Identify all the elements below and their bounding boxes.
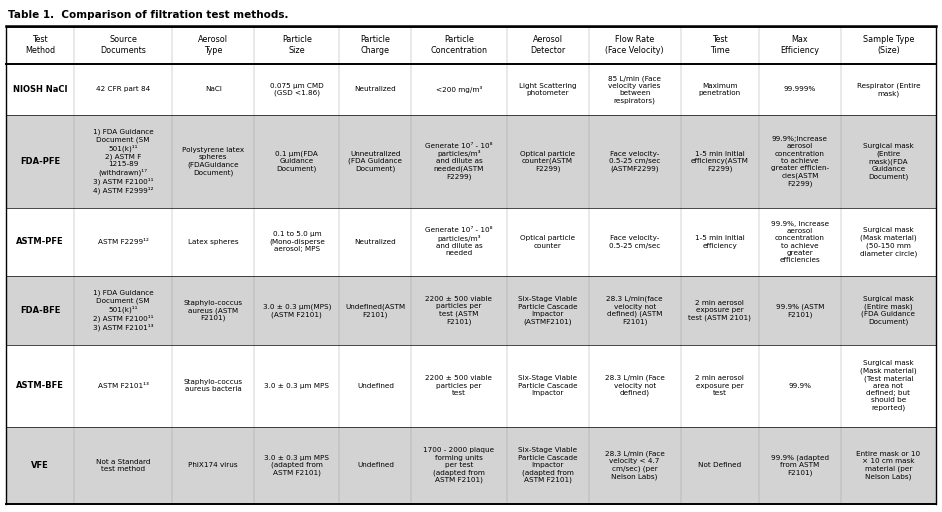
Text: Undefined: Undefined: [357, 382, 394, 389]
Text: 1) FDA Guidance
Document (SM
501(k)¹¹
2) ASTM F
1215-89
(withdrawn)¹⁷
3) ASTM F2: 1) FDA Guidance Document (SM 501(k)¹¹ 2)…: [92, 129, 154, 194]
Text: Staphylo-coccus
aureus (ASTM
F2101): Staphylo-coccus aureus (ASTM F2101): [184, 300, 243, 322]
Text: 1) FDA Guidance
Document (SM
501(k)¹¹
2) ASTM F2100¹¹
3) ASTM F2101¹³: 1) FDA Guidance Document (SM 501(k)¹¹ 2)…: [92, 290, 154, 331]
Text: <200 mg/m³: <200 mg/m³: [436, 86, 482, 93]
Text: Staphylo-coccus
aureus bacteria: Staphylo-coccus aureus bacteria: [184, 379, 243, 392]
Text: Surgical mask
(Entire
mask)(FDA
Guidance
Document): Surgical mask (Entire mask)(FDA Guidance…: [863, 143, 914, 180]
Text: FDA-BFE: FDA-BFE: [20, 306, 60, 315]
Bar: [6, 26, 936, 64]
Text: Unneutralized
(FDA Guidance
Document): Unneutralized (FDA Guidance Document): [349, 151, 402, 172]
Text: 28.3 L/min (Face
velocity not
defined): 28.3 L/min (Face velocity not defined): [605, 375, 665, 396]
Bar: [6, 276, 936, 345]
Bar: [6, 115, 936, 208]
Text: Max
Efficiency: Max Efficiency: [780, 35, 820, 55]
Text: Neutralized: Neutralized: [354, 87, 397, 93]
Text: 99.9%: 99.9%: [788, 382, 811, 389]
Text: 99.9%, Increase
aerosol
concentration
to achieve
greater
efficiencies: 99.9%, Increase aerosol concentration to…: [771, 221, 829, 263]
Text: Table 1.  Comparison of filtration test methods.: Table 1. Comparison of filtration test m…: [8, 10, 288, 20]
Bar: [6, 64, 936, 115]
Text: Latex spheres: Latex spheres: [187, 239, 238, 245]
Text: Six-Stage Viable
Particle Cascade
Impactor: Six-Stage Viable Particle Cascade Impact…: [518, 375, 577, 396]
Text: 3.0 ± 0.3 μm MPS
(adapted from
ASTM F2101): 3.0 ± 0.3 μm MPS (adapted from ASTM F210…: [265, 455, 330, 476]
Bar: [6, 426, 936, 504]
Text: PhiX174 virus: PhiX174 virus: [188, 462, 238, 468]
Text: ASTM-BFE: ASTM-BFE: [16, 381, 64, 390]
Text: 3.0 ± 0.3 μm MPS: 3.0 ± 0.3 μm MPS: [265, 382, 330, 389]
Text: Neutralized: Neutralized: [354, 239, 397, 245]
Text: 0.075 μm CMD
(GSD <1.86): 0.075 μm CMD (GSD <1.86): [270, 82, 324, 96]
Text: 2 min aerosol
exposure per
test (ASTM 2101): 2 min aerosol exposure per test (ASTM 21…: [689, 300, 751, 321]
Text: Six-Stage Viable
Particle Cascade
Impactor
(ASTMF2101): Six-Stage Viable Particle Cascade Impact…: [518, 296, 577, 325]
Text: 3.0 ± 0.3 μm(MPS)
(ASTM F2101): 3.0 ± 0.3 μm(MPS) (ASTM F2101): [263, 304, 331, 317]
Text: Sample Type
(Size): Sample Type (Size): [863, 35, 914, 55]
Text: Polystyrene latex
spheres
(FDAGuidance
Document): Polystyrene latex spheres (FDAGuidance D…: [182, 147, 244, 176]
Text: 99.9%;Increase
aerosol
concentration
to achieve
greater efficien-
cies(ASTM
F229: 99.9%;Increase aerosol concentration to …: [771, 136, 829, 186]
Text: 85 L/min (Face
velocity varies
between
respirators): 85 L/min (Face velocity varies between r…: [609, 75, 661, 104]
Text: Surgical mask
(Mask material)
(Test material
area not
defined; but
should be
rep: Surgical mask (Mask material) (Test mate…: [860, 360, 917, 411]
Text: Generate 10⁷ - 10⁸
particles/m³
and dilute as
needed: Generate 10⁷ - 10⁸ particles/m³ and dilu…: [425, 227, 493, 257]
Text: 1-5 min Initial
efficiency: 1-5 min Initial efficiency: [695, 236, 744, 249]
Text: Not Defined: Not Defined: [698, 462, 741, 468]
Text: 99.9% (adapted
from ASTM
F2101): 99.9% (adapted from ASTM F2101): [771, 455, 829, 476]
Text: Respirator (Entire
mask): Respirator (Entire mask): [856, 82, 920, 97]
Text: 99.999%: 99.999%: [784, 87, 816, 93]
Text: ASTM F2101¹³: ASTM F2101¹³: [98, 382, 149, 389]
Text: Undefined(ASTM
F2101): Undefined(ASTM F2101): [346, 304, 405, 317]
Text: 28.3 L/min(face
velocity not
defined) (ASTM
F2101): 28.3 L/min(face velocity not defined) (A…: [607, 296, 663, 325]
Text: 2200 ± 500 viable
particles per
test: 2200 ± 500 viable particles per test: [426, 375, 493, 396]
Text: 2200 ± 500 viable
particles per
test (ASTM
F2101): 2200 ± 500 viable particles per test (AS…: [426, 296, 493, 325]
Text: Light Scattering
photometer: Light Scattering photometer: [519, 83, 577, 96]
Text: Optical particle
counter: Optical particle counter: [520, 236, 576, 249]
Text: Face velocity-
0.5-25 cm/sec
(ASTMF2299): Face velocity- 0.5-25 cm/sec (ASTMF2299): [609, 151, 660, 172]
Text: Test
Time: Test Time: [710, 35, 730, 55]
Text: FDA-PFE: FDA-PFE: [20, 157, 60, 166]
Text: NaCl: NaCl: [204, 87, 221, 93]
Text: Particle
Charge: Particle Charge: [361, 35, 390, 55]
Text: Undefined: Undefined: [357, 462, 394, 468]
Text: 28.3 L/min (Face
velocity < 4.7
cm/sec) (per
Nelson Labs): 28.3 L/min (Face velocity < 4.7 cm/sec) …: [605, 451, 665, 480]
Bar: [6, 208, 936, 276]
Text: Aerosol
Type: Aerosol Type: [198, 35, 228, 55]
Text: Surgical mask
(Mask material)
(50-150 mm
diameter circle): Surgical mask (Mask material) (50-150 mm…: [860, 227, 918, 257]
Text: 1700 - 2000 plaque
forming units
per test
(adapted from
ASTM F2101): 1700 - 2000 plaque forming units per tes…: [423, 447, 495, 483]
Bar: [6, 345, 936, 426]
Text: Maximum
penetration: Maximum penetration: [699, 83, 740, 96]
Text: Aerosol
Detector: Aerosol Detector: [530, 35, 565, 55]
Text: Entire mask or 10
× 10 cm mask
material (per
Nelson Labs): Entire mask or 10 × 10 cm mask material …: [856, 451, 920, 480]
Text: Not a Standard
test method: Not a Standard test method: [96, 459, 151, 472]
Text: 99.9% (ASTM
F2101): 99.9% (ASTM F2101): [775, 304, 824, 317]
Text: Test
Method: Test Method: [25, 35, 55, 55]
Text: 0.1 to 5.0 μm
(Mono-disperse
aerosol; MPS: 0.1 to 5.0 μm (Mono-disperse aerosol; MP…: [268, 231, 325, 252]
Text: 0.1 μm(FDA
Guidance
Document): 0.1 μm(FDA Guidance Document): [275, 151, 318, 172]
Text: Optical particle
counter(ASTM
F2299): Optical particle counter(ASTM F2299): [520, 151, 576, 172]
Text: NIOSH NaCl: NIOSH NaCl: [13, 85, 67, 94]
Text: ASTM F2299¹²: ASTM F2299¹²: [98, 239, 149, 245]
Text: 1-5 min Initial
efficiency(ASTM
F2299): 1-5 min Initial efficiency(ASTM F2299): [690, 151, 749, 172]
Text: Six-Stage Viable
Particle Cascade
Impactor
(adapted from
ASTM F2101): Six-Stage Viable Particle Cascade Impact…: [518, 447, 577, 483]
Text: 42 CFR part 84: 42 CFR part 84: [96, 87, 151, 93]
Text: Particle
Size: Particle Size: [282, 35, 312, 55]
Text: 2 min aerosol
exposure per
test: 2 min aerosol exposure per test: [695, 375, 744, 396]
Text: Generate 10⁷ - 10⁸
particles/m³
and dilute as
needed(ASTM
F2299): Generate 10⁷ - 10⁸ particles/m³ and dilu…: [425, 143, 493, 180]
Text: ASTM-PFE: ASTM-PFE: [16, 238, 64, 246]
Text: Particle
Concentration: Particle Concentration: [430, 35, 488, 55]
Text: Flow Rate
(Face Velocity): Flow Rate (Face Velocity): [606, 35, 664, 55]
Text: VFE: VFE: [31, 461, 49, 470]
Text: Face velocity-
0.5-25 cm/sec: Face velocity- 0.5-25 cm/sec: [609, 236, 660, 249]
Text: Surgical mask
(Entire mask)
(FDA Guidance
Document): Surgical mask (Entire mask) (FDA Guidanc…: [861, 296, 916, 325]
Text: Source
Documents: Source Documents: [100, 35, 146, 55]
